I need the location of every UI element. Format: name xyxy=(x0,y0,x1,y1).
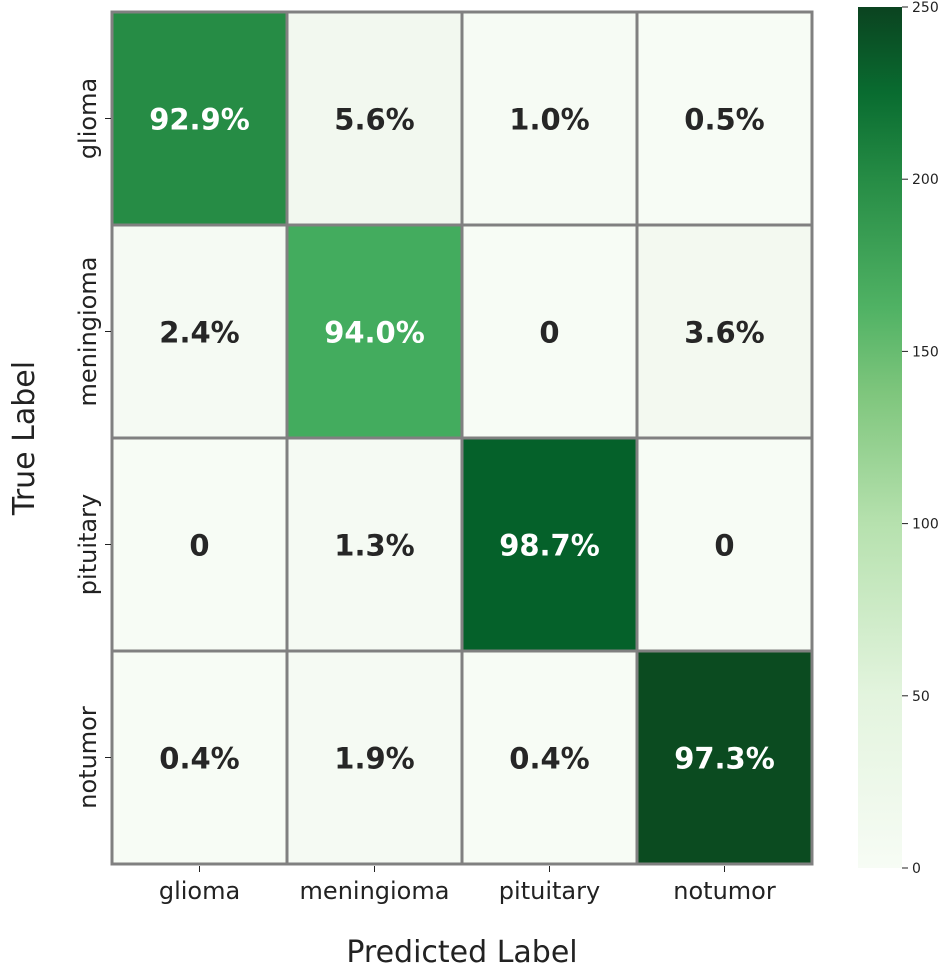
y-tick-label: meningioma xyxy=(74,257,102,407)
cell-annotation: 1.9% xyxy=(334,742,414,776)
cell-annotation: 0 xyxy=(189,529,209,563)
cell-annotation: 97.3% xyxy=(674,742,775,776)
colorbar-ticks: 0 50 100 150 200 250 xyxy=(902,0,939,877)
heatmap-cell xyxy=(285,436,464,653)
heatmap-cell xyxy=(635,223,814,440)
cell-annotation: 0.4% xyxy=(509,742,589,776)
colorbar-tick-label: 50 xyxy=(912,689,930,705)
heatmap-cell xyxy=(635,649,814,866)
heatmap-cell xyxy=(110,10,289,227)
colorbar-tick-label: 200 xyxy=(912,172,939,188)
colorbar-tick-label: 250 xyxy=(912,0,939,16)
cell-annotation: 0.5% xyxy=(684,103,764,137)
heatmap-cell xyxy=(460,10,639,227)
y-axis-ticks: glioma meningioma pituitary notumor xyxy=(74,78,111,809)
x-tick-label: meningioma xyxy=(300,877,450,905)
x-tick-label: notumor xyxy=(673,877,776,905)
y-axis-label: True Label xyxy=(7,361,42,516)
colorbar-tick-label: 100 xyxy=(912,517,939,533)
cell-annotation: 0.4% xyxy=(159,742,239,776)
cell-annotation: 94.0% xyxy=(324,316,425,350)
cell-annotation: 5.6% xyxy=(334,103,414,137)
heatmap-cell xyxy=(110,649,289,866)
y-tick-label: notumor xyxy=(74,706,102,809)
x-tick-label: pituitary xyxy=(499,877,600,905)
cell-annotation: 92.9% xyxy=(149,103,250,137)
y-tick-label: pituitary xyxy=(74,494,102,595)
cell-annotation: 0 xyxy=(539,316,559,350)
heatmap-cell xyxy=(285,649,464,866)
cell-annotation: 2.4% xyxy=(159,316,239,350)
cell-annotation: 3.6% xyxy=(684,316,764,350)
x-axis-label: Predicted Label xyxy=(346,935,577,970)
x-tick-label: glioma xyxy=(159,877,240,905)
heatmap-cell xyxy=(285,223,464,440)
colorbar xyxy=(858,7,902,868)
heatmap-cell xyxy=(635,436,814,653)
cell-annotation: 1.3% xyxy=(334,529,414,563)
y-tick-label: glioma xyxy=(74,78,102,159)
heatmap-cell xyxy=(285,10,464,227)
cell-annotation: 0 xyxy=(714,529,734,563)
colorbar-tick-label: 0 xyxy=(912,861,921,877)
heatmap-cell xyxy=(635,10,814,227)
cell-annotation: 1.0% xyxy=(509,103,589,137)
heatmap-cells: 92.9% 5.6% 1.0% 0.5% 2.4% 94.0% 0 3.6% 0 1.3% 98.7… xyxy=(110,10,814,866)
x-axis-ticks: glioma meningioma pituitary notumor xyxy=(159,866,776,905)
cell-annotation: 98.7% xyxy=(499,529,600,563)
colorbar-tick-label: 150 xyxy=(912,344,939,360)
